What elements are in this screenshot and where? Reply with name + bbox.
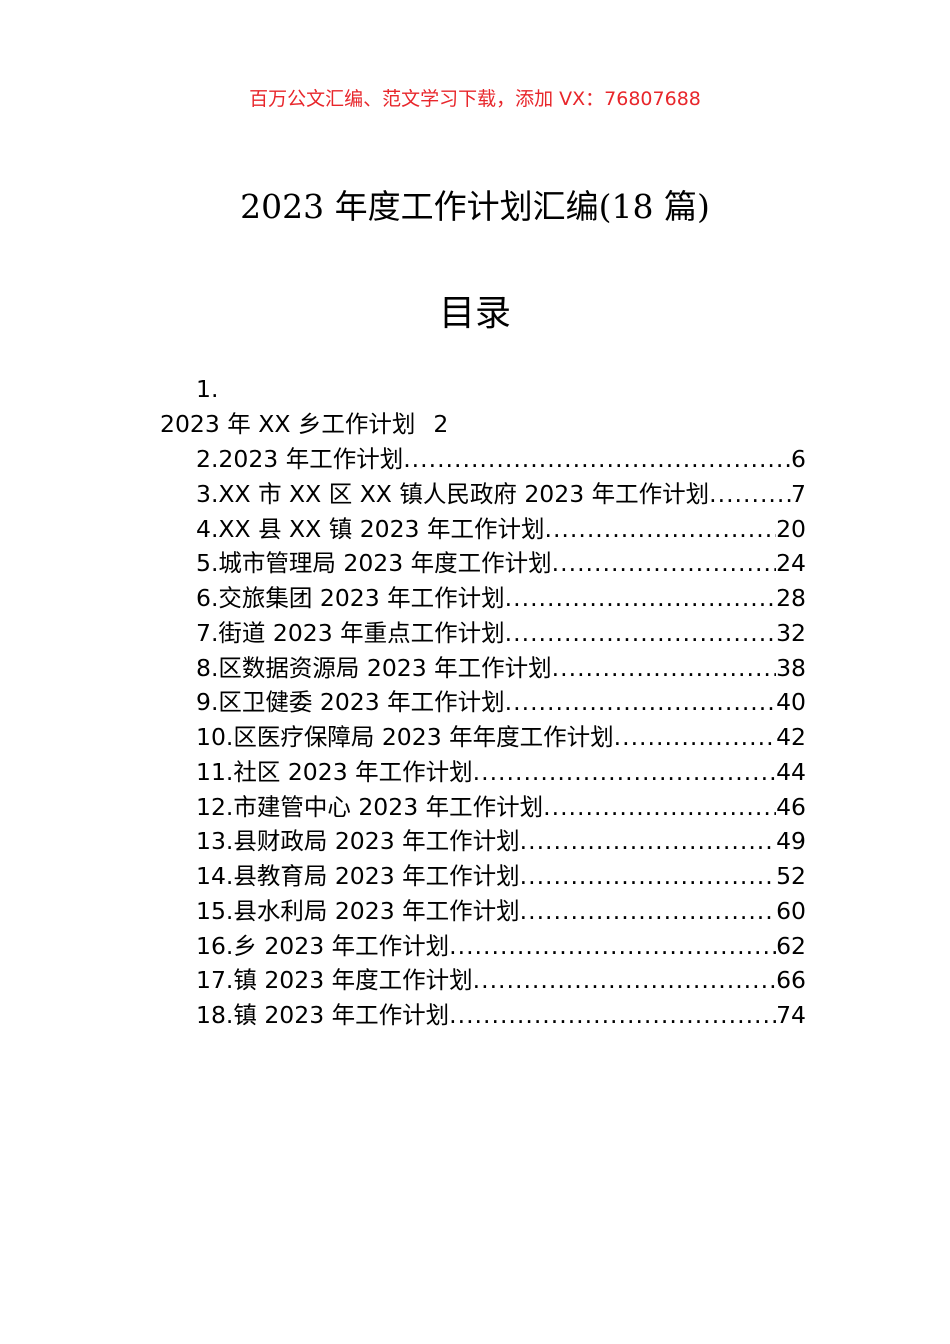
toc-entry-page: 6 xyxy=(791,445,806,473)
toc-entry-text: 10.区医疗保障局 2023 年年度工作计划 xyxy=(196,723,614,751)
toc-entry-text: 5.城市管理局 2023 年度工作计划 xyxy=(196,549,552,578)
leader-dots xyxy=(520,859,776,894)
toc-entry[interactable]: 11.社区 2023 年工作计划 44 xyxy=(196,755,806,790)
toc-entry-text: 18.镇 2023 年工作计划 xyxy=(196,1001,450,1029)
toc-entry-page: 42 xyxy=(776,723,806,751)
leader-dots xyxy=(543,790,776,825)
toc-entry[interactable]: 14.县教育局 2023 年工作计划 52 xyxy=(196,859,806,894)
toc-entry-page: 60 xyxy=(776,896,806,925)
leader-dots xyxy=(552,546,776,581)
toc-entry[interactable]: 12.市建管中心 2023 年工作计划 46 xyxy=(196,790,806,825)
toc-entry[interactable]: 7.街道 2023 年重点工作计划 32 xyxy=(196,616,806,651)
toc-entry-page: 32 xyxy=(776,618,806,647)
toc-entry-page: 49 xyxy=(776,827,806,856)
watermark-banner: 百万公文汇编、范文学习下载，添加 VX：76807688 xyxy=(249,88,701,110)
leader-dots xyxy=(403,442,791,477)
toc-entry[interactable]: 16.乡 2023 年工作计划 62 xyxy=(196,929,806,964)
toc-entry-text: 12.市建管中心 2023 年工作计划 xyxy=(196,792,544,821)
leader-dots xyxy=(520,894,776,929)
toc-entry-1[interactable]: 2023 年 XX 乡工作计划 2 xyxy=(160,407,448,442)
toc-entry-text: 4.XX 县 XX 镇 2023 年工作计划 xyxy=(196,514,545,543)
toc-entry-text: 14.县教育局 2023 年工作计划 xyxy=(196,862,520,890)
leader-dots xyxy=(505,685,776,720)
toc-entry-page: 28 xyxy=(776,584,806,612)
toc-entry[interactable]: 3.XX 市 XX 区 XX 镇人民政府 2023 年工作计划 7 xyxy=(196,477,806,512)
toc-entry-page: 38 xyxy=(776,653,806,682)
toc-entry-page: 2 xyxy=(433,410,449,438)
toc-entry-text: 11.社区 2023 年工作计划 xyxy=(196,757,473,786)
document-title: 2023 年度工作计划汇编(18 篇) xyxy=(240,187,710,226)
leader-dots xyxy=(473,963,776,998)
toc-entry[interactable]: 5.城市管理局 2023 年度工作计划 24 xyxy=(196,546,806,581)
leader-dots xyxy=(614,720,776,755)
toc-entry-text: 13.县财政局 2023 年工作计划 xyxy=(196,827,520,856)
leader-dots xyxy=(449,998,776,1033)
toc-entry-text: 7.街道 2023 年重点工作计划 xyxy=(196,618,505,647)
toc-entry-text: 17.镇 2023 年度工作计划 xyxy=(196,966,473,995)
toc-entry-text: 15.县水利局 2023 年工作计划 xyxy=(196,896,520,925)
toc-entry[interactable]: 2.2023 年工作计划 6 xyxy=(196,442,806,477)
toc-entry[interactable]: 15.县水利局 2023 年工作计划 60 xyxy=(196,894,806,929)
toc-entry-page: 62 xyxy=(776,931,806,960)
leader-dots xyxy=(449,929,776,964)
toc-entry[interactable]: 13.县财政局 2023 年工作计划 49 xyxy=(196,824,806,859)
toc-entry-page: 74 xyxy=(776,1001,806,1029)
toc-entry-page: 7 xyxy=(791,479,806,508)
toc-entry-text: 6.交旅集团 2023 年工作计划 xyxy=(196,584,505,612)
leader-dots xyxy=(473,755,776,790)
toc-entry-text: 9.区卫健委 2023 年工作计划 xyxy=(196,688,505,717)
toc-entry-text: 2.2023 年工作计划 xyxy=(196,445,404,473)
leader-dots xyxy=(505,581,776,616)
leader-dots xyxy=(709,477,791,512)
toc-entry-text: 3.XX 市 XX 区 XX 镇人民政府 2023 年工作计划 xyxy=(196,479,710,508)
leader-dots xyxy=(520,824,776,859)
toc-entry[interactable]: 17.镇 2023 年度工作计划 66 xyxy=(196,963,806,998)
toc-entry[interactable]: 18.镇 2023 年工作计划 74 xyxy=(196,998,806,1033)
toc-entry-page: 20 xyxy=(776,514,806,543)
toc-entry-text: 8.区数据资源局 2023 年工作计划 xyxy=(196,653,552,682)
toc-entry[interactable]: 9.区卫健委 2023 年工作计划 40 xyxy=(196,685,806,720)
toc-entry-1-number[interactable]: 1. xyxy=(196,375,219,403)
toc-entry-text: 16.乡 2023 年工作计划 xyxy=(196,931,450,960)
leader-dots xyxy=(505,616,776,651)
toc-entry[interactable]: 4.XX 县 XX 镇 2023 年工作计划 20 xyxy=(196,512,806,547)
leader-dots xyxy=(544,512,776,547)
toc-entry[interactable]: 10.区医疗保障局 2023 年年度工作计划 42 xyxy=(196,720,806,755)
toc-entry-text: 2023 年 XX 乡工作计划 xyxy=(160,410,416,438)
toc-entry-page: 24 xyxy=(776,549,806,578)
leader-dots xyxy=(552,651,776,686)
toc-entry-page: 52 xyxy=(776,862,806,890)
toc-entry[interactable]: 6.交旅集团 2023 年工作计划 28 xyxy=(196,581,806,616)
toc-entry-page: 40 xyxy=(776,688,806,717)
toc-entry-page: 46 xyxy=(776,792,806,821)
toc-heading: 目录 xyxy=(438,293,511,334)
toc-entry[interactable]: 8.区数据资源局 2023 年工作计划 38 xyxy=(196,651,806,686)
toc-entry-page: 44 xyxy=(776,757,806,786)
toc-entry-page: 66 xyxy=(776,966,806,995)
